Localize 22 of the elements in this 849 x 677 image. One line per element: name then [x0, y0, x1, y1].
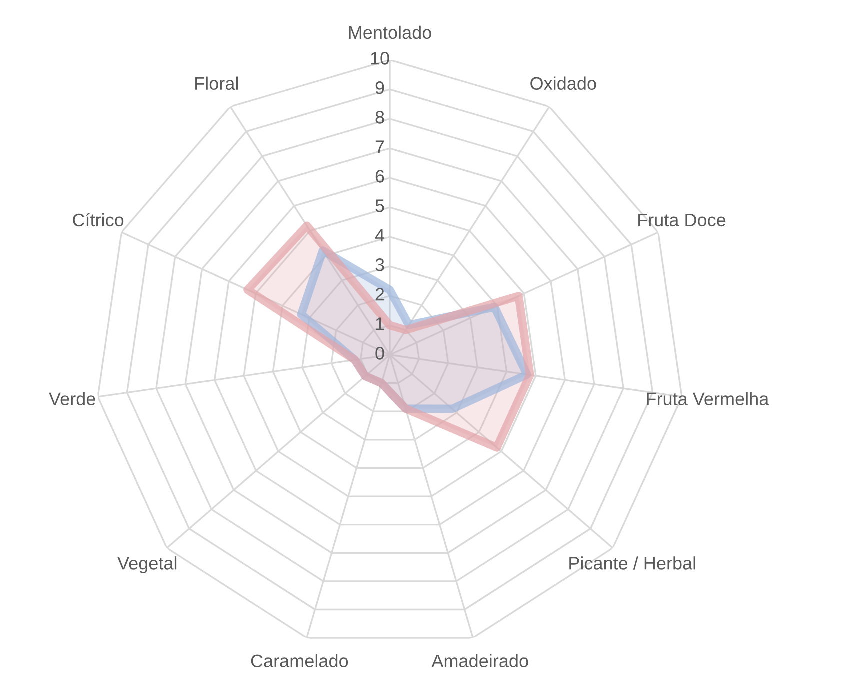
spoke-label: Picante / Herbal: [570, 556, 696, 570]
spoke-label: Caramelado: [251, 654, 348, 668]
spoke-label: Mentolado: [349, 26, 432, 40]
spoke-label: Vegetal: [118, 556, 177, 574]
y-tick-label: 0: [376, 347, 384, 360]
y-tick-label: 5: [376, 200, 384, 212]
y-tick-label: 10: [371, 52, 390, 65]
spoke-label: Fruta Vermelha: [647, 392, 770, 406]
spoke-label: Verde: [49, 392, 96, 406]
y-tick-label: 7: [376, 140, 384, 154]
y-tick-label: 6: [376, 170, 384, 183]
spoke-label: Fruta Doce: [638, 214, 726, 227]
spoke-label: Cítrico: [73, 213, 124, 227]
spoke-label: Floral: [196, 76, 238, 90]
y-tick-label: 2: [376, 288, 384, 301]
y-tick-label: 8: [376, 111, 384, 124]
y-tick-label: 4: [375, 229, 384, 242]
spoke-label: Oxidado: [530, 76, 596, 90]
spoke-label: Amadeirado: [432, 654, 528, 668]
y-tick-label: 3: [376, 258, 384, 272]
y-tick-label: 9: [376, 82, 384, 94]
y-tick-label: 1: [376, 318, 384, 330]
